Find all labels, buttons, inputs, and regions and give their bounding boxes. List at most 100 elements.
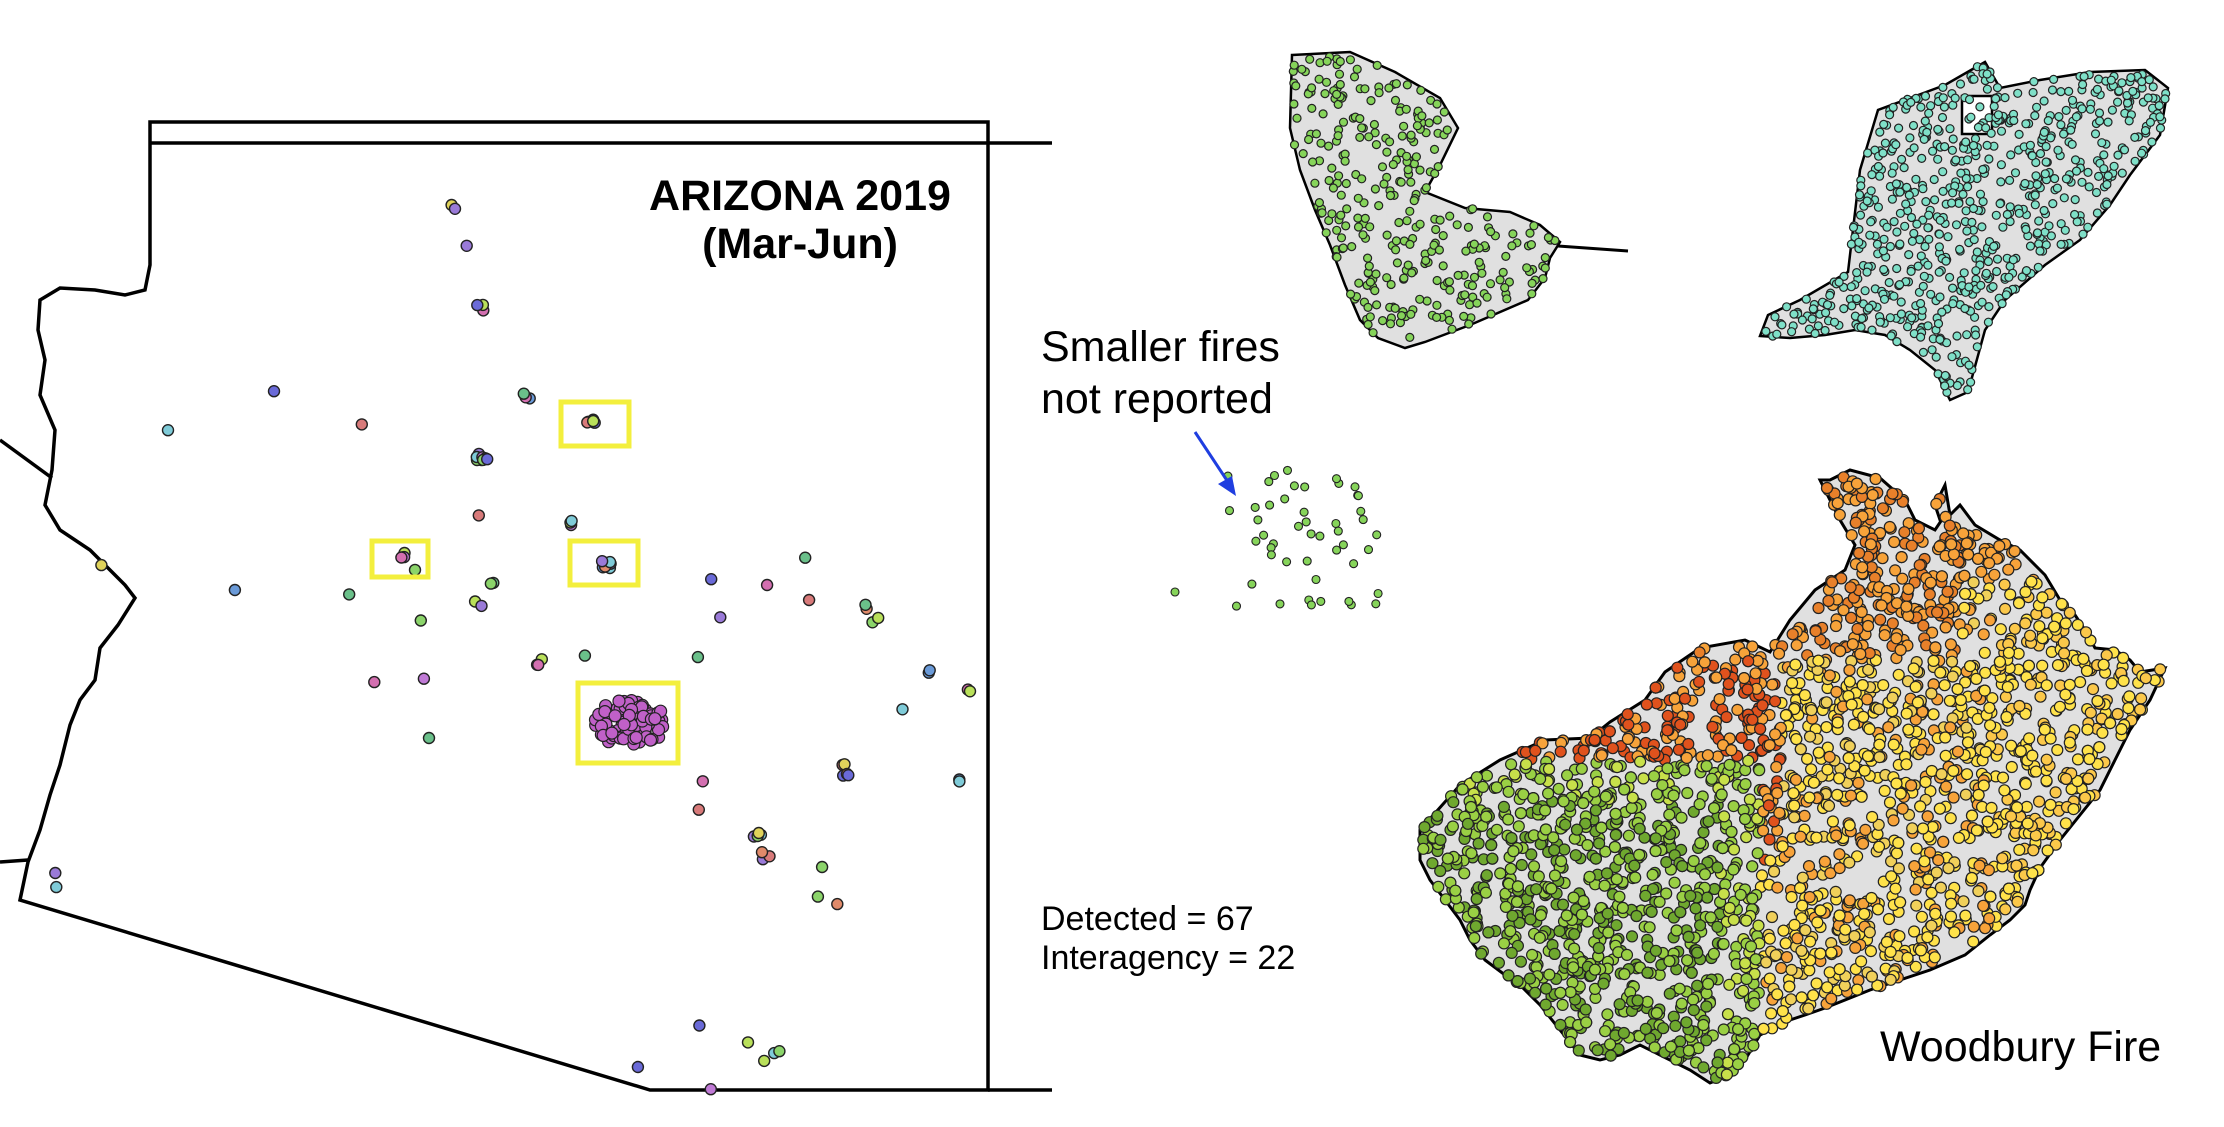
detection-point [1885,241,1896,252]
detection-point [1469,920,1483,933]
detection-point [1962,155,1973,165]
detection-point [1371,269,1381,279]
detection-point [1480,810,1493,823]
detection-point [1646,882,1660,896]
detection-point [1803,964,1816,977]
detection-point [2109,161,2119,171]
detection-point [1264,477,1274,487]
detection-point [1993,539,2006,553]
detection-point [1727,863,1740,876]
detection-point [1975,189,1986,199]
detection-point [1432,300,1442,310]
detection-point [1894,787,1907,800]
detection-point [1849,516,1862,529]
detection-point [1769,949,1783,962]
detection-point [1908,860,1921,873]
detection-point [2053,700,2066,713]
detection-point [1783,980,1796,993]
detection-point [1649,832,1662,845]
detection-point [1850,850,1864,863]
detection-point [1919,271,1929,281]
detection-point [1759,956,1773,969]
detection-point [1856,561,1869,574]
road-line [1557,244,1629,253]
detection-point [1874,171,1885,181]
detection-point [1937,307,1947,317]
detection-point [1851,622,1864,636]
detection-point [1865,810,1879,824]
fire-inset-top-right [1758,60,2171,402]
detection-point [1889,291,1899,301]
detection-point [1693,919,1707,932]
annotation-line2: not reported [1041,374,1273,423]
detection-point [1735,731,1748,744]
detection-point [1727,799,1740,813]
detection-point [1935,767,1948,781]
detection-point [1984,890,1997,903]
detection-point [1746,713,1759,726]
detection-point [1707,947,1721,960]
detection-point [2083,222,2093,232]
detection-point [1822,799,1836,812]
detection-point [1682,930,1695,944]
detection-point [1438,261,1448,271]
detection-point [1527,860,1541,873]
detection-point [1843,856,1856,869]
detection-point [1505,946,1518,960]
detection-point [1569,849,1582,862]
detection-point [1510,895,1524,909]
detection-point [1464,300,1475,310]
detection-point [1356,123,1367,133]
detection-point [1373,588,1383,599]
detection-point [1984,154,1994,164]
detection-point [1962,330,1972,340]
detection-point [1314,74,1324,84]
detection-point [1786,628,1799,641]
detection-point [1811,916,1824,929]
detection-point [1371,140,1382,150]
detection-point [2012,597,2026,610]
detection-point [1998,784,2011,797]
detection-point [1975,565,1988,578]
detection-point [2091,694,2104,708]
detection-point [1641,995,1654,1008]
detection-point [1918,281,1928,291]
detection-points [1288,52,1560,342]
detection-point [2019,617,2032,630]
detection-point [1311,129,1322,139]
detection-point [2079,791,2092,804]
detection-point [1796,871,1809,884]
detection-point [1742,655,1755,668]
detection-point [1303,134,1314,145]
detection-point [1522,263,1532,273]
detection-point [1814,904,1827,917]
detection-point [1896,572,1909,585]
detection-point [1947,548,1961,561]
detection-point [1753,764,1766,777]
detection-point [2014,208,2024,218]
detection-point [1950,93,1960,103]
detection-point [1964,94,1975,105]
detection-point [1884,110,1895,120]
detection-point [1877,678,1890,692]
detection-point [1680,751,1693,765]
detection-point [1939,731,1952,744]
detection-point [1947,352,1957,362]
detection-point [1548,844,1561,857]
detection-point [1349,72,1360,82]
detection-point [1663,954,1676,968]
detection-point [1864,944,1878,958]
detection-point [1332,252,1342,262]
detection-point [1507,845,1520,858]
detection-point [617,717,631,732]
detection-point [448,202,462,216]
detection-point [631,1060,645,1074]
detection-point [408,563,422,577]
detection-point [1967,217,1977,227]
detection-point [1567,961,1580,974]
detection-point [1856,678,1869,692]
detection-point [1401,104,1411,114]
detection-point [1377,162,1388,172]
detection-point [1940,370,1950,381]
detection-point [2059,688,2072,701]
